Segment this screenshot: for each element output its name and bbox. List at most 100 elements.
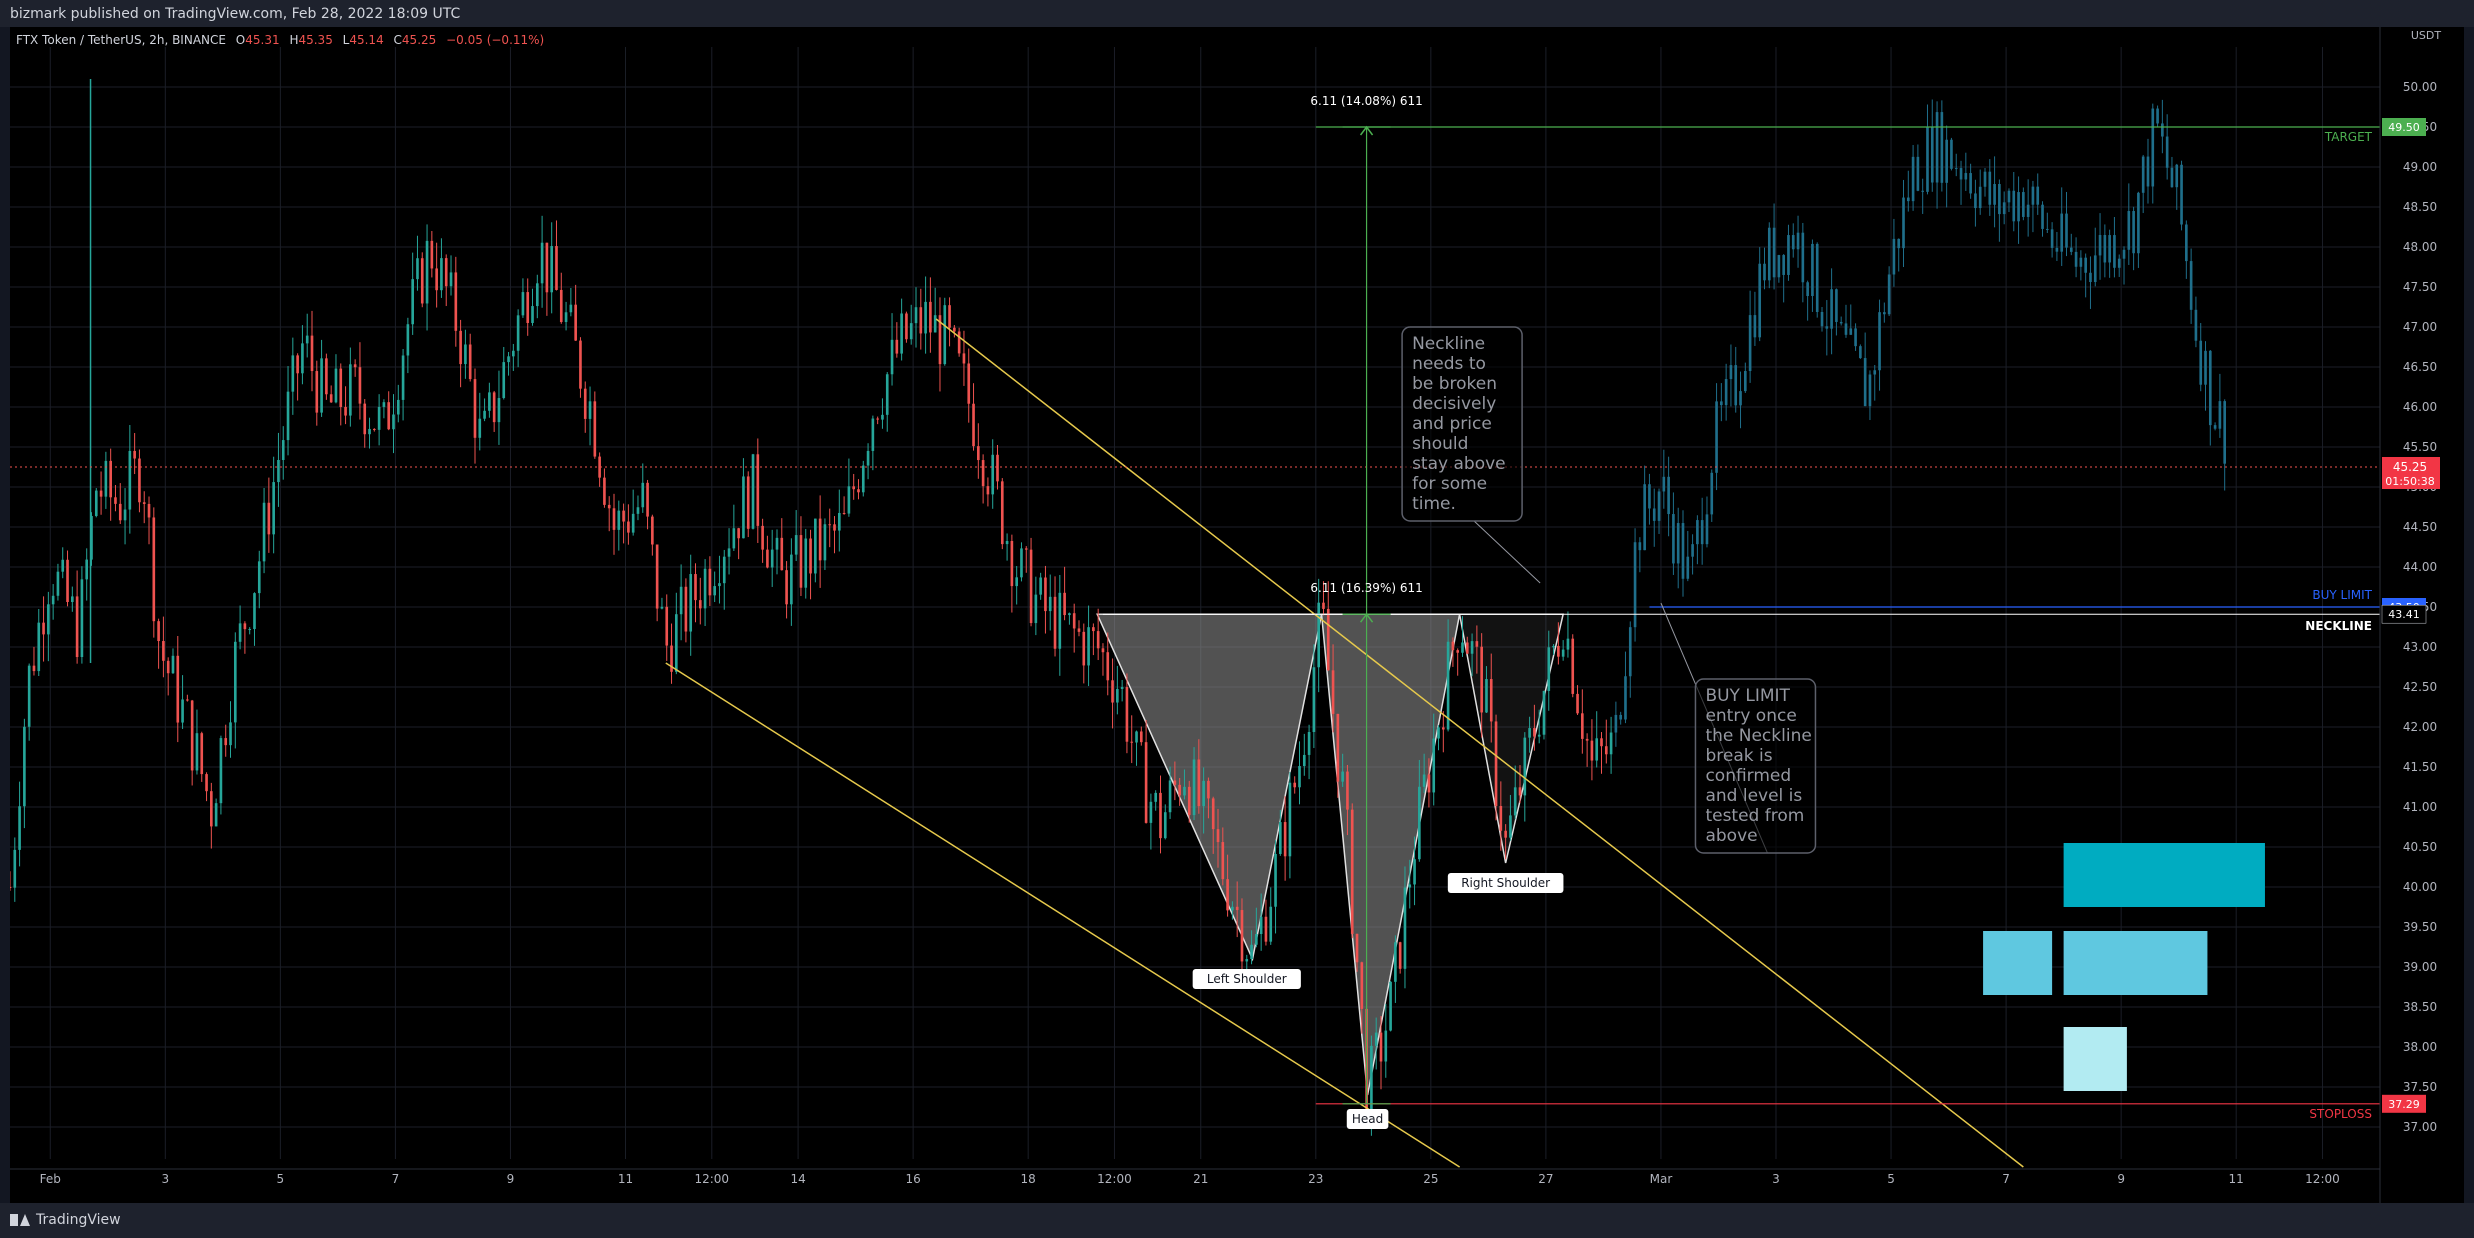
candle-body — [61, 559, 65, 572]
candle-body — [1499, 806, 1503, 831]
candle-body — [411, 279, 414, 325]
candle-body — [545, 242, 549, 293]
y-tick-label: 43.00 — [2403, 640, 2437, 654]
candle-body — [1595, 738, 1599, 761]
candle-body — [1120, 687, 1124, 689]
candle-body — [1868, 374, 1872, 407]
y-tick-label: 45.50 — [2403, 440, 2437, 454]
candle-body — [972, 403, 975, 447]
y-tick-label: 42.50 — [2403, 680, 2437, 694]
candle-body — [689, 574, 693, 632]
candle-body — [775, 537, 779, 550]
candle-body — [555, 246, 558, 290]
candle-body — [257, 561, 261, 594]
candle-body — [123, 509, 127, 521]
candle-body — [1010, 541, 1014, 587]
candle-body — [1820, 311, 1824, 327]
candle-body — [1600, 738, 1603, 747]
candle-body — [1216, 829, 1220, 843]
candle-body — [1537, 734, 1541, 737]
candle-body — [1734, 365, 1738, 406]
candle-body — [1053, 596, 1057, 649]
publish-bar: bizmark published on TradingView.com, Fe… — [0, 0, 2474, 27]
candle-body — [1240, 910, 1244, 962]
candle-body — [2156, 108, 2159, 124]
candle-body — [118, 503, 122, 521]
candle-body — [1000, 481, 1004, 545]
x-tick-label: Feb — [40, 1172, 61, 1186]
candle-body — [2084, 257, 2087, 273]
candle-body — [531, 306, 534, 323]
candle-body — [1581, 713, 1584, 739]
candle-body — [2208, 350, 2212, 426]
candle-body — [2213, 425, 2217, 429]
candle-body — [1211, 798, 1215, 830]
candle-body — [1969, 173, 1972, 194]
candle-body — [142, 502, 146, 504]
candle-body — [387, 402, 391, 430]
candle-body — [737, 528, 740, 539]
candle-body — [1696, 520, 1699, 545]
candle-body — [1993, 184, 1996, 205]
candle-body — [454, 272, 458, 331]
candle-body — [876, 418, 879, 420]
y-tick-label: 49.00 — [2403, 160, 2437, 174]
candle-body — [852, 486, 856, 490]
candle-body — [809, 538, 812, 574]
neckline-callout-box — [1401, 326, 1523, 522]
open-label: O — [236, 33, 245, 47]
neckline-callout-text: stay above — [1412, 454, 1506, 474]
candle-body — [99, 490, 103, 497]
neckline-callout-text: for some — [1412, 474, 1487, 494]
candle-body — [2189, 261, 2193, 310]
candle-body — [1139, 731, 1143, 743]
candle-body — [2103, 234, 2107, 263]
chart-area[interactable]: Feb 3 5 7 9 11 12:00 14 16 18 12:00 21 23 25 27 Mar 3 5 7 9… — [8, 27, 2464, 1203]
candle-body — [1446, 641, 1450, 730]
buy-limit-callout-text: tested from — [1705, 806, 1804, 826]
candle-body — [1437, 727, 1440, 739]
candle-body — [670, 645, 673, 672]
tradingview-brand[interactable]: TradingView — [10, 1212, 121, 1228]
candle-body — [2175, 164, 2179, 188]
candle-body — [1461, 642, 1464, 653]
buy-limit-callout-text: confirmed — [1705, 766, 1791, 786]
candle-body — [224, 738, 228, 746]
candle-body — [1547, 647, 1551, 691]
candle-body — [569, 304, 573, 313]
candle-body — [133, 450, 136, 459]
candle-body — [1835, 289, 1838, 322]
candle-body — [80, 579, 84, 657]
candle-body — [871, 418, 875, 451]
x-tick-label: 21 — [1193, 1172, 1208, 1186]
candle-body — [1302, 754, 1306, 767]
neckline-callout-text: should — [1412, 434, 1468, 454]
price-chart[interactable]: Feb 3 5 7 9 11 12:00 14 16 18 12:00 21 23 25 27 Mar 3 5 7 9… — [8, 27, 2464, 1203]
candle-body — [468, 344, 472, 380]
y-tick-label: 40.50 — [2403, 840, 2437, 854]
candle-body — [444, 258, 448, 287]
candle-body — [1235, 906, 1239, 911]
candle-body — [1672, 514, 1675, 564]
candle-body — [785, 570, 788, 605]
candle-body — [1274, 853, 1277, 907]
candle-body — [742, 476, 745, 539]
x-tick-label: 11 — [2229, 1172, 2244, 1186]
highlight-block — [2063, 931, 2208, 995]
candle-body — [1729, 365, 1733, 380]
drawings[interactable]: TARGET BUY LIMIT NECKLINE STOPLOSS 6.11 (14.… — [10, 94, 2380, 1168]
candle-body — [2022, 192, 2025, 217]
candle-body — [1082, 631, 1086, 666]
neckline-callout-text: decisively — [1412, 394, 1496, 414]
candle-body — [195, 733, 199, 771]
pattern-label: Left Shoulder — [1207, 972, 1287, 986]
candle-body — [1341, 771, 1344, 782]
candle-body — [593, 401, 597, 457]
candle-body — [953, 327, 956, 332]
high-label: H — [289, 33, 298, 47]
candle-body — [651, 516, 654, 545]
candle-body — [1513, 787, 1517, 816]
candle-body — [1811, 243, 1814, 297]
candle-body — [2026, 204, 2030, 217]
candle-body — [574, 304, 577, 341]
